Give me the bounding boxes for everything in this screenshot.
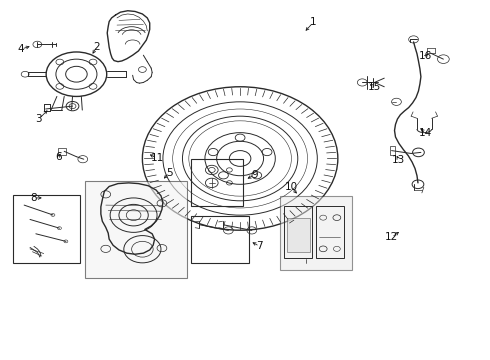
Bar	[316, 206, 344, 258]
Bar	[13, 195, 80, 263]
Text: 8: 8	[30, 193, 37, 203]
Text: 12: 12	[385, 232, 398, 242]
Bar	[191, 159, 243, 206]
Text: 7: 7	[256, 241, 263, 251]
Text: 3: 3	[35, 114, 42, 124]
Bar	[287, 218, 310, 252]
Text: 13: 13	[392, 155, 406, 165]
Text: 4: 4	[18, 44, 24, 54]
Bar	[284, 206, 313, 258]
Text: 2: 2	[93, 42, 100, 52]
Bar	[191, 216, 249, 263]
Bar	[390, 146, 395, 155]
Polygon shape	[280, 196, 352, 270]
Text: 5: 5	[166, 168, 172, 178]
Text: 9: 9	[251, 170, 258, 180]
Text: 10: 10	[285, 182, 298, 192]
Bar	[85, 181, 187, 278]
Text: 1: 1	[310, 17, 317, 27]
Bar	[58, 148, 66, 155]
Text: 15: 15	[368, 82, 381, 92]
Text: 16: 16	[419, 51, 432, 61]
Text: 11: 11	[150, 153, 164, 163]
Text: 6: 6	[55, 152, 62, 162]
Text: 14: 14	[419, 129, 432, 138]
